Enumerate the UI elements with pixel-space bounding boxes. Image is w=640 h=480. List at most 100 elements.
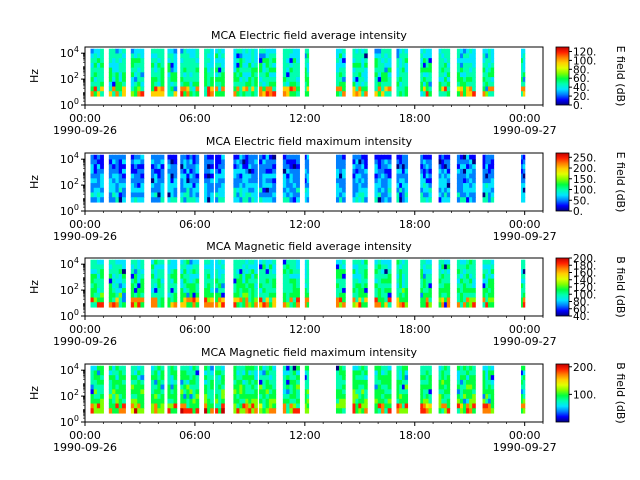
heatmap-cell [404,379,409,386]
heatmap-cell [115,394,120,400]
heatmap-cell [233,164,237,170]
heatmap-cell [438,81,442,88]
heatmap-cell [210,72,214,78]
heatmap-cell [259,183,263,189]
heatmap-cell [425,86,430,92]
heatmap-cell [399,197,403,203]
heatmap-cell [262,375,267,381]
heatmap-cell [384,91,389,97]
heatmap-cell [170,86,175,92]
heatmap-cell [242,264,246,270]
x-date-label: 1990-09-27 [493,335,557,348]
heatmap-cell [456,53,461,59]
heatmap-cell [374,164,379,170]
heatmap-cell [335,273,340,280]
heatmap-cell [466,370,470,376]
heatmap-cell [96,192,101,198]
heatmap-cell [289,197,294,203]
heatmap-cell [100,302,104,308]
heatmap-cell [446,288,451,294]
heatmap-cell [282,178,287,184]
heatmap-cell [459,67,464,73]
heatmap-cell [108,81,113,88]
heatmap-cell [304,173,308,179]
heatmap-cell [251,187,255,194]
heatmap-cell [189,273,194,280]
heatmap-cell [482,159,486,165]
heatmap-cell [245,67,249,73]
heatmap-cell [192,394,197,400]
heatmap-cell [96,288,101,294]
heatmap-cell [425,53,430,59]
heatmap-cell [245,375,249,381]
heatmap-cell [352,365,356,372]
heatmap-cell [342,168,346,175]
heatmap-cell [192,178,197,184]
heatmap-cell [296,384,300,390]
heatmap-cell [306,297,310,303]
heatmap-cell [358,183,362,189]
heatmap-cell [482,77,486,83]
heatmap-cell [404,53,409,59]
heatmap-cell [401,269,406,275]
heatmap-cell [173,264,178,270]
heatmap-cell [268,58,273,64]
heatmap-cell [189,91,194,97]
heatmap-cell [444,297,448,303]
heatmap-cell [90,72,95,78]
heatmap-cell [167,72,172,78]
heatmap-cell [192,379,197,386]
heatmap-cell [444,398,448,405]
heatmap-cell [100,154,104,161]
heatmap-cell [488,154,492,161]
heatmap-cell [204,283,208,289]
heatmap-cell [254,292,258,299]
heatmap-cell [355,178,359,184]
heatmap-cell [192,302,197,308]
heatmap-cell [482,403,486,409]
heatmap-cell [466,264,470,270]
heatmap-cell [180,77,184,83]
heatmap-cell [377,264,382,270]
heatmap-cell [401,77,406,83]
heatmap-cell [423,264,427,270]
heatmap-cell [472,48,476,55]
heatmap-cell [381,197,385,203]
heatmap-cell [170,48,175,55]
heatmap-cell [150,159,155,165]
heatmap-cell [463,273,467,280]
heatmap-cell [154,302,158,308]
heatmap-cell [96,178,101,184]
heatmap-cell [342,375,346,381]
heatmap-cell [93,408,98,414]
heatmap-cell [482,370,486,376]
heatmap-cell [90,375,95,381]
heatmap-cell [262,187,267,194]
heatmap-cell [521,62,524,69]
heatmap-cell [173,379,178,386]
heatmap-cell [374,159,379,165]
heatmap-cell [355,53,359,59]
heatmap-cell [384,408,389,414]
heatmap-cell [115,159,120,165]
heatmap-cell [221,269,225,275]
heatmap-cell [183,173,187,179]
heatmap-cell [245,154,249,161]
heatmap-cell [377,86,382,92]
heatmap-cell [423,384,427,390]
heatmap-cell [488,183,492,189]
heatmap-cell [420,398,424,405]
heatmap-cell [463,394,467,400]
heatmap-cell [186,379,191,386]
heatmap-cell [289,178,294,184]
heatmap-cell [204,370,208,376]
heatmap-cell [93,81,98,88]
heatmap-cell [108,86,113,92]
heatmap-cell [157,183,162,189]
heatmap-cell [352,159,356,165]
heatmap-cell [361,178,365,184]
heatmap-cell [170,365,175,372]
heatmap-cell [381,302,385,308]
heatmap-cell [521,178,524,184]
heatmap-cell [173,58,178,64]
